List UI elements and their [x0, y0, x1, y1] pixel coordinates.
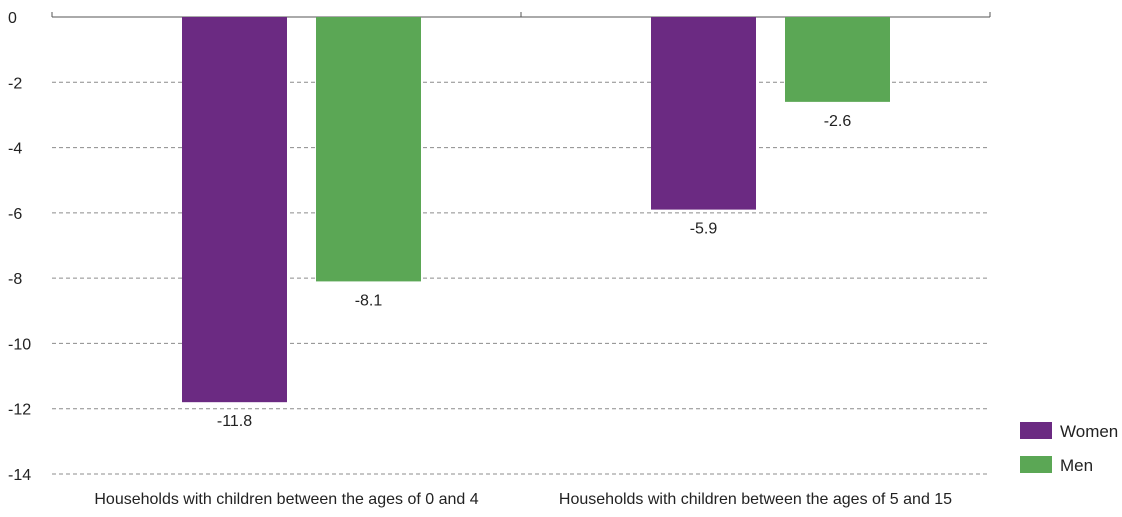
data-label: -2.6 [824, 113, 852, 130]
legend-swatch-women [1020, 422, 1052, 439]
data-label: -11.8 [217, 413, 252, 430]
y-tick-label: -10 [8, 336, 31, 353]
bar-men [785, 17, 890, 102]
bar-women [651, 17, 756, 210]
x-category-label: Households with children between the age… [559, 491, 952, 508]
bar-women [182, 17, 287, 403]
data-label: -8.1 [355, 292, 383, 309]
legend-label: Men [1060, 456, 1093, 475]
legend-swatch-men [1020, 456, 1052, 473]
y-tick-label: 0 [8, 10, 17, 27]
legend: Women Men [1020, 422, 1118, 475]
y-tick-label: -14 [8, 467, 31, 484]
y-tick-label: -8 [8, 271, 22, 288]
bars [182, 17, 890, 403]
y-tick-label: -6 [8, 206, 22, 223]
y-tick-label: -2 [8, 75, 22, 92]
data-labels: -11.8 -8.1 -5.9 -2.6 [217, 113, 852, 430]
bar-men [316, 17, 421, 282]
y-tick-label: -4 [8, 141, 22, 158]
y-tick-label: -12 [8, 402, 31, 419]
x-category-label: Households with children between the age… [94, 491, 478, 508]
legend-label: Women [1060, 422, 1118, 441]
data-label: -5.9 [690, 221, 718, 238]
